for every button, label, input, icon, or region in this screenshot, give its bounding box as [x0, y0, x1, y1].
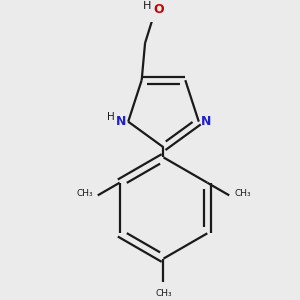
Text: N: N	[116, 115, 126, 128]
Text: CH₃: CH₃	[234, 189, 251, 198]
Text: H: H	[107, 112, 115, 122]
Text: H: H	[142, 1, 151, 11]
Text: CH₃: CH₃	[76, 189, 93, 198]
Text: CH₃: CH₃	[155, 289, 172, 298]
Text: N: N	[201, 115, 212, 128]
Text: O: O	[153, 3, 164, 16]
